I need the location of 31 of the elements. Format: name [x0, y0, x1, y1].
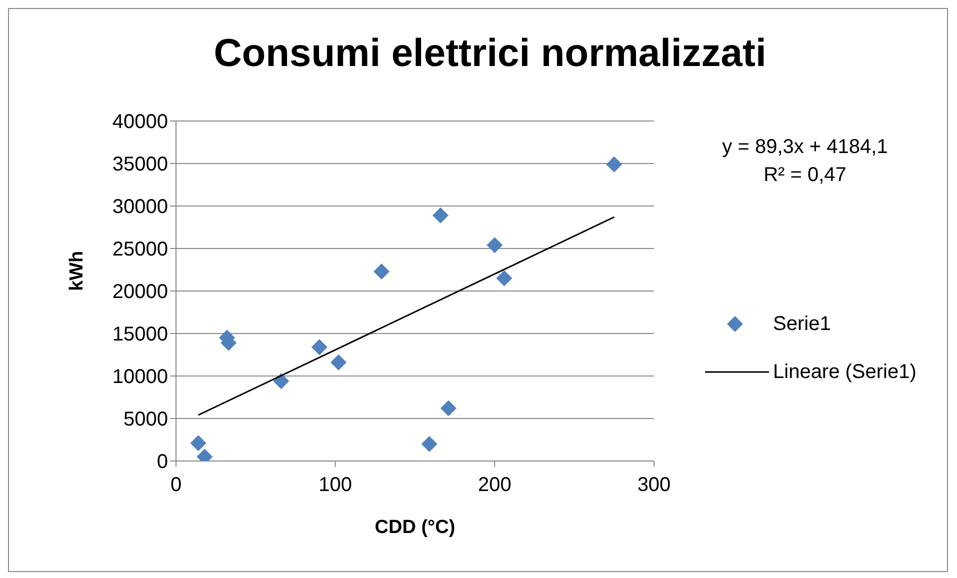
- y-tick-label: 35000: [112, 154, 168, 176]
- y-axis-title: kWh: [66, 250, 88, 291]
- point: [374, 263, 390, 280]
- point: [311, 339, 328, 356]
- point: [432, 207, 448, 224]
- y-tick-label: 5000: [124, 408, 168, 431]
- y-tick-label: 40000: [112, 111, 168, 134]
- y-tick-label: 10000: [112, 366, 168, 388]
- point: [421, 436, 438, 452]
- chart-title: Consumi elettrici normalizzati: [212, 32, 768, 76]
- text: R² = 0,47: [762, 163, 848, 188]
- y-tick-label: 20000: [112, 281, 168, 304]
- x-tick-label: 0: [170, 474, 182, 496]
- point: [273, 373, 290, 390]
- y-tick-label: 30000: [112, 196, 168, 218]
- x-tick-label: 300: [637, 474, 671, 496]
- point: [606, 156, 622, 172]
- legend-label: Lineare (Serie1): [773, 360, 916, 384]
- x-tick-label: 100: [318, 474, 352, 496]
- point: [440, 400, 456, 416]
- y-tick-label: 15000: [112, 324, 168, 346]
- y-tick-label: 25000: [112, 238, 168, 261]
- text: y = 89,3x + 4184,1: [721, 135, 889, 160]
- x-axis-title: CDD (°C): [374, 517, 456, 538]
- y-tick-label: 0: [156, 451, 168, 474]
- x-tick-label: 200: [478, 474, 512, 496]
- point: [496, 270, 512, 286]
- point: [486, 237, 503, 254]
- point: [190, 435, 206, 452]
- point: [330, 354, 347, 370]
- legend-label: Serie1: [773, 312, 831, 336]
